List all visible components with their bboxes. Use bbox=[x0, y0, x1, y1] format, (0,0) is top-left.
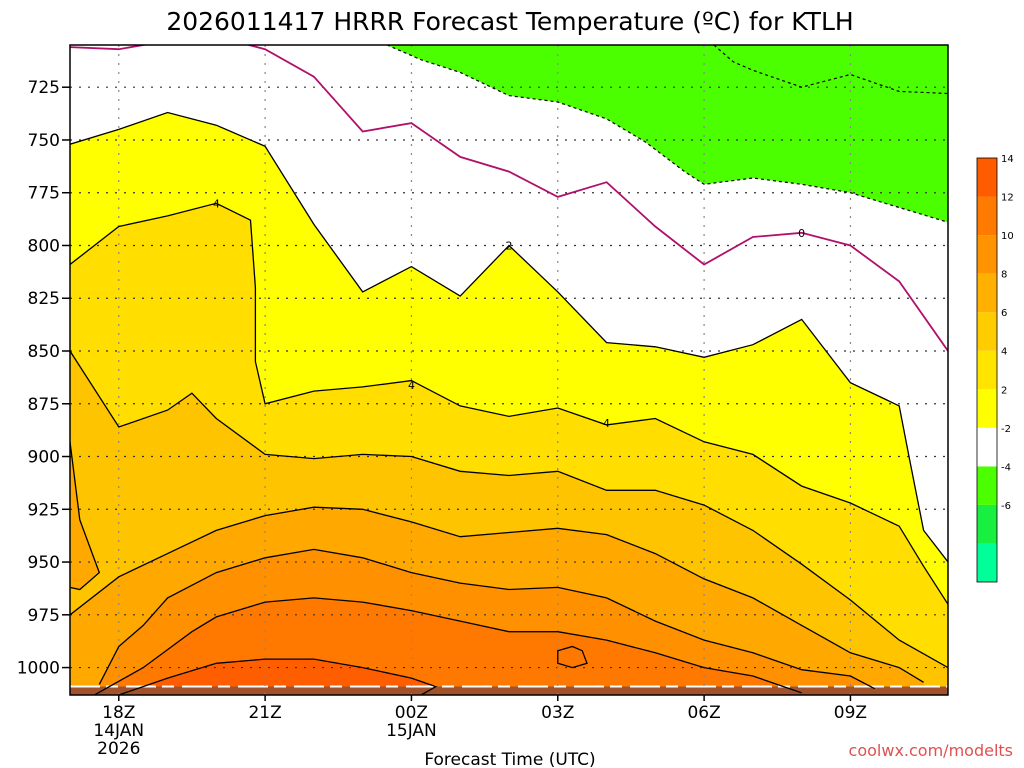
colorbar-segment bbox=[977, 504, 997, 544]
y-tick-label: 925 bbox=[28, 500, 60, 520]
colorbar-segment bbox=[977, 235, 997, 274]
y-tick-label: 875 bbox=[28, 395, 60, 415]
y-tick-label: 725 bbox=[28, 78, 60, 98]
colorbar-label: 14 bbox=[1001, 154, 1014, 165]
x-tick-label: 14JAN bbox=[93, 721, 144, 741]
y-tick-label: 850 bbox=[28, 342, 60, 362]
x-tick-label: 2026 bbox=[97, 739, 140, 759]
contour-line-0 bbox=[70, 45, 948, 352]
colorbar-segment bbox=[977, 196, 997, 236]
y-tick-label: 900 bbox=[28, 448, 60, 468]
colorbar-segment bbox=[977, 312, 997, 351]
colorbar-label: 4 bbox=[1001, 347, 1007, 358]
colorbar-segment bbox=[977, 427, 997, 467]
x-axis-label: Forecast Time (UTC) bbox=[424, 750, 595, 768]
y-tick-label: 825 bbox=[28, 289, 60, 309]
x-tick-label: 18Z bbox=[102, 703, 135, 723]
y-tick-label: 750 bbox=[28, 131, 60, 151]
colorbar-segment bbox=[977, 543, 997, 582]
grid bbox=[70, 45, 948, 695]
contour-line-10 bbox=[98, 548, 876, 690]
credit-text[interactable]: coolwx.com/modelts bbox=[849, 741, 1013, 760]
contour-labels: 0 2 4 4 4 bbox=[213, 197, 805, 430]
y-tick-label: 800 bbox=[28, 236, 60, 256]
contour-line-4 bbox=[70, 202, 948, 605]
fill-neg2-to-0 bbox=[387, 45, 948, 223]
colorbar-segment bbox=[977, 389, 997, 428]
x-tick-label: 03Z bbox=[541, 703, 574, 723]
colorbar-segment bbox=[977, 158, 997, 197]
y-tick-label: 950 bbox=[28, 553, 60, 573]
fill-12-to-14-pocket bbox=[557, 646, 587, 668]
x-tick-label: 09Z bbox=[834, 703, 867, 723]
x-tick-label: 21Z bbox=[248, 703, 281, 723]
contour-line-12 bbox=[94, 597, 802, 695]
colorbar-frame bbox=[976, 157, 998, 583]
colorbar-label: 8 bbox=[1001, 270, 1007, 281]
x-tick-label: 06Z bbox=[687, 703, 720, 723]
colorbar-label: 10 bbox=[1001, 231, 1014, 242]
colorbar-label: 6 bbox=[1001, 308, 1007, 319]
y-tick-label: 975 bbox=[28, 606, 60, 626]
contour-line-8 bbox=[70, 506, 924, 683]
ground-fill bbox=[70, 686, 948, 695]
contour-label: 0 bbox=[798, 227, 805, 240]
colorbar-label: -4 bbox=[1001, 462, 1011, 473]
contour-line-neg2 bbox=[386, 45, 948, 223]
colorbar-label: -2 bbox=[1001, 424, 1011, 435]
contour-lines bbox=[70, 45, 948, 695]
contour-line-neg2 bbox=[713, 45, 948, 95]
x-tick-label: 00Z bbox=[395, 703, 428, 723]
colorbar-label: 12 bbox=[1001, 193, 1014, 204]
contour-label: 2 bbox=[506, 239, 513, 252]
y-tick-label: 1000 bbox=[17, 659, 60, 679]
y-tick-label: 775 bbox=[28, 184, 60, 204]
colorbar: -6 -4 -2 2 4 6 8 10 12 14 bbox=[976, 154, 1014, 583]
colorbar-segment bbox=[977, 350, 997, 390]
contour-label: 4 bbox=[408, 379, 415, 392]
fill-8-to-10-left bbox=[70, 441, 100, 590]
chart-title: 2026011417 HRRR Forecast Temperature (ºC… bbox=[166, 7, 853, 36]
y-axis: 725 750 775 800 825 850 875 900 925 950 975 1000 bbox=[17, 78, 70, 679]
contour-label: 4 bbox=[603, 417, 610, 430]
colorbar-segment bbox=[977, 466, 997, 505]
colorbar-label: 2 bbox=[1001, 385, 1007, 396]
plot-frame bbox=[69, 44, 949, 696]
contour-line-6 bbox=[70, 350, 948, 669]
contour-line-12 bbox=[557, 645, 588, 669]
contour-label: 4 bbox=[213, 197, 220, 210]
colorbar-label: -6 bbox=[1001, 501, 1011, 512]
contour-line-8 bbox=[70, 441, 101, 591]
x-tick-label: 15JAN bbox=[386, 721, 437, 741]
contour-line-14 bbox=[118, 658, 438, 695]
contour-line-2 bbox=[70, 111, 948, 563]
colorbar-segment bbox=[977, 273, 997, 313]
